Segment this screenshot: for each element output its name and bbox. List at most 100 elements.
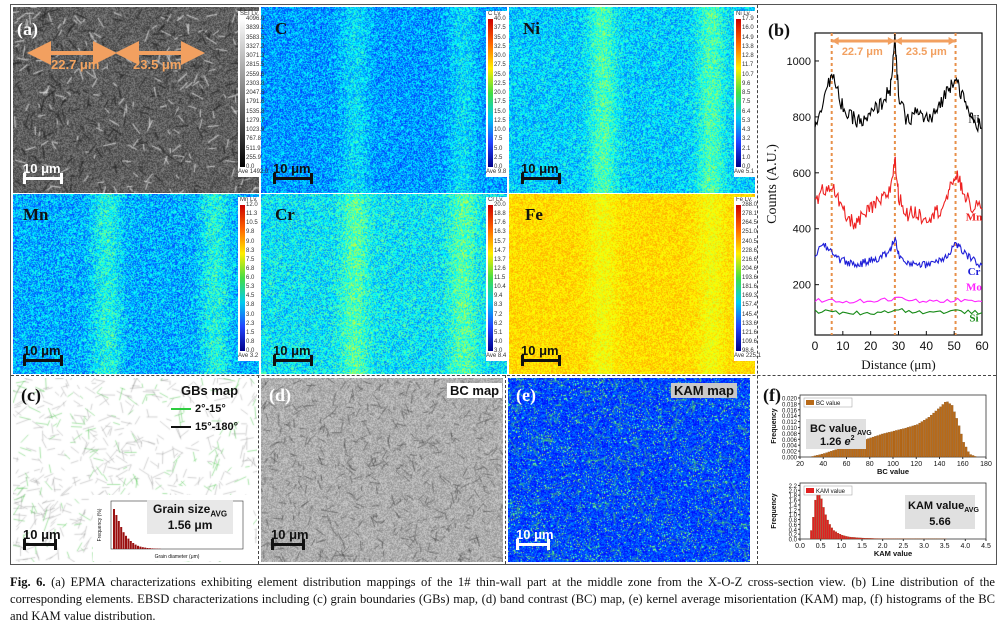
annotation-arrowhead [831, 37, 839, 45]
ni-texture [509, 7, 755, 193]
histogram-bar [874, 436, 877, 458]
bc-annotation-exponent: 2 [851, 435, 855, 442]
mn-colorbar-tick: 10.5 [246, 220, 258, 227]
inset-bar [146, 548, 149, 549]
histogram-bar [883, 433, 886, 458]
grain-size-value: 1.56 μm [167, 518, 213, 533]
mn-colorbar-tick: 7.5 [246, 256, 255, 263]
caption-text: (a) EPMA characterizations exhibiting el… [10, 575, 995, 623]
histogram-bar [897, 429, 900, 458]
scalebar-fe: 10 μm [521, 343, 561, 366]
y-axis-label: Frequency [771, 408, 778, 444]
c_map-colorbar-tick: 0.0 [494, 164, 503, 170]
histogram-bar [948, 403, 951, 458]
inset-bar [115, 515, 118, 549]
scalebar-sem: 10 μm [23, 161, 63, 184]
inset-bar [137, 545, 139, 549]
scalebar-kam: 10 μm [516, 527, 554, 550]
fe-colorbar-tick: 169.3 [742, 293, 758, 300]
histogram-bar [930, 414, 933, 458]
ni-colorbar-title: Ni Lv. [736, 11, 751, 17]
histogram-bar [825, 452, 828, 458]
histogram-bar [826, 519, 829, 540]
x-tick-label: 50 [947, 339, 961, 353]
histogram-bar [868, 538, 871, 540]
histogram-bar [841, 535, 844, 540]
figure-6: (a) (b) (c) (d) (e) (f) 22.7 μm 23.5 μm … [10, 4, 997, 565]
fe-colorbar-tick: 145.4 [742, 311, 758, 318]
histogram-bar [867, 438, 870, 458]
histogram-bar [955, 418, 958, 458]
mn-element-map [13, 194, 259, 374]
legend-box [803, 485, 853, 496]
histogram-bar [923, 419, 926, 458]
separator-vertical-2 [505, 375, 506, 564]
series-label-mn: Mn [966, 211, 983, 223]
mn-colorbar-tick: 12.0 [246, 202, 258, 208]
x-axis-label: KAM value [874, 549, 912, 558]
cr-colorbar-tick: 14.7 [494, 247, 506, 254]
map-label-mn: Mn [23, 205, 49, 224]
scalebar-label: 10 μm [23, 343, 61, 358]
histogram-bar [843, 535, 846, 540]
c-element-map [261, 7, 507, 193]
cr-colorbar-tick: 6.2 [494, 320, 503, 327]
series-line-mo [814, 296, 983, 304]
histogram-bar [895, 430, 898, 458]
y-tick-label: 0.006 [782, 438, 798, 444]
y-tick-label: 0.004 [782, 444, 798, 450]
ni-colorbar-average: Ave 5.1 [734, 169, 755, 175]
scalebar-mn: 10 μm [23, 343, 63, 366]
histogram-bar [830, 527, 833, 540]
sem-colorbar-tick: 3071.3 [246, 53, 265, 59]
series-line-mn [814, 156, 983, 230]
ni-colorbar-tick: 14.9 [742, 34, 754, 41]
cr-colorbar-tick: 8.3 [494, 302, 503, 309]
scalebar-label: 10 μm [521, 343, 559, 358]
cr-colorbar-tick: 5.1 [494, 329, 503, 336]
sem-dist-2: 23.5 μm [133, 57, 182, 72]
y-tick-label: 1.0 [789, 513, 798, 519]
mn-colorbar-tick: 9.0 [246, 238, 255, 245]
fe-colorbar-tick: 157.4 [742, 302, 758, 309]
c_map-colorbar-tick: 22.5 [494, 80, 506, 87]
x-tick-label: 80 [866, 461, 874, 468]
x-tick-label: 10 [836, 339, 850, 353]
scalebar-label: 10 μm [23, 527, 61, 542]
cr-colorbar-tick: 13.7 [494, 256, 506, 263]
c_map-colorbar-tick: 37.5 [494, 25, 506, 32]
mn-colorbar-tick: 2.3 [246, 320, 255, 327]
histogram-bar [820, 453, 824, 458]
sem-colorbar-tick: 2303.8 [246, 80, 265, 87]
histogram-bar [902, 428, 905, 458]
scalebar-gbs: 10 μm [23, 527, 61, 550]
x-tick-label: 2.0 [878, 543, 888, 550]
series-label-mo: Mo [966, 281, 982, 293]
cr-colorbar-tick: 18.8 [494, 211, 506, 218]
map-label-fe: Fe [525, 205, 543, 224]
sem-colorbar-tick: 3583.5 [246, 34, 265, 41]
c_map-colorbar-gradient [488, 19, 493, 167]
histogram-bar [871, 436, 875, 458]
histogram-bar [904, 427, 907, 458]
panel-letter-d: (d) [269, 385, 291, 405]
scalebar-label: 10 μm [271, 527, 309, 542]
series-line-cr [814, 236, 983, 269]
grain-size-title-row: Grain sizeAVG [153, 502, 227, 518]
x-axis-label: BC value [877, 467, 909, 476]
sem-colorbar-tick: 255.9 [246, 154, 262, 161]
grain-size-label: Grain sizeAVG 1.56 μm [147, 500, 234, 535]
sem-colorbar-tick: 1023.9 [246, 127, 265, 133]
bc-texture [261, 378, 503, 562]
ni-colorbar-tick: 6.4 [742, 108, 751, 115]
histogram-bar [855, 537, 858, 540]
histogram-bar [939, 406, 942, 458]
histogram-bar [859, 537, 862, 540]
x-tick-label: 140 [934, 461, 946, 468]
ni-colorbar-tick: 4.3 [742, 127, 751, 133]
panel-letter-c: (c) [21, 385, 41, 405]
annotation-arrowhead [948, 37, 956, 45]
fe-texture [509, 194, 755, 374]
inset-bar [117, 521, 120, 549]
inset-bar [139, 546, 142, 549]
